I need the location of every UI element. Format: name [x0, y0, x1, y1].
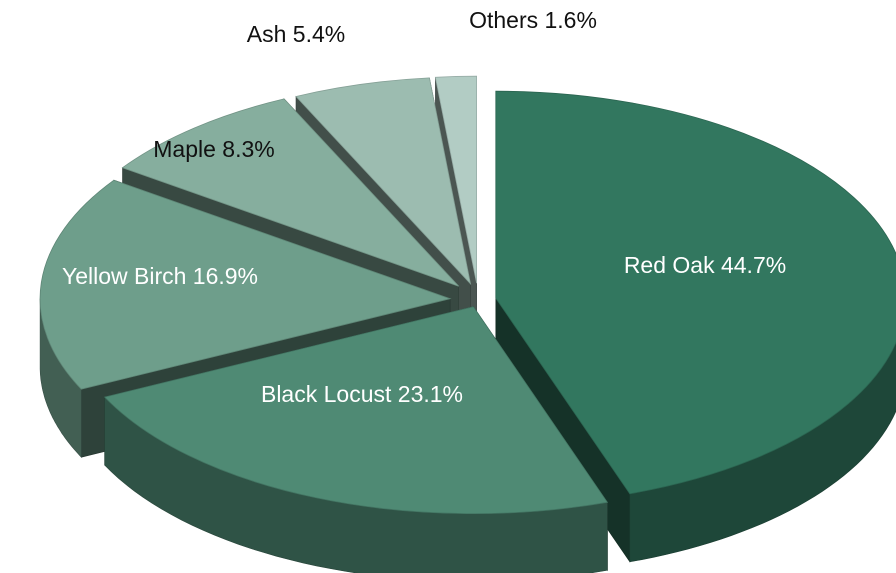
slice-label-others: Others 1.6% — [469, 7, 597, 33]
slice-label-black-locust: Black Locust 23.1% — [261, 381, 463, 407]
slice-label-yellow-birch: Yellow Birch 16.9% — [62, 263, 258, 289]
slice-label-maple: Maple 8.3% — [153, 136, 274, 162]
slice-label-red-oak: Red Oak 44.7% — [624, 252, 786, 278]
slice-label-ash: Ash 5.4% — [247, 21, 345, 47]
